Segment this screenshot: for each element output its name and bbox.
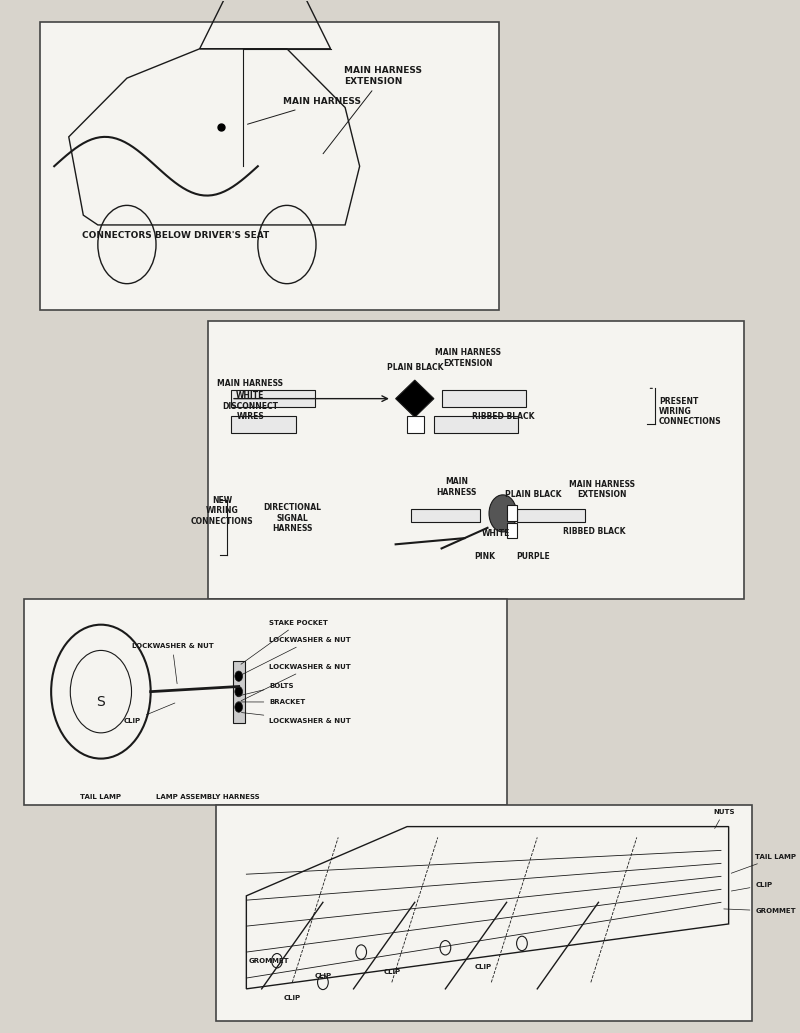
Text: PINK: PINK <box>474 552 495 561</box>
Circle shape <box>235 702 242 712</box>
Text: CLIP: CLIP <box>314 973 331 979</box>
Text: MAIN HARNESS: MAIN HARNESS <box>217 379 283 388</box>
Circle shape <box>235 671 242 682</box>
FancyBboxPatch shape <box>442 390 526 407</box>
Text: TAIL LAMP: TAIL LAMP <box>81 793 122 800</box>
Text: CONNECTORS BELOW DRIVER'S SEAT: CONNECTORS BELOW DRIVER'S SEAT <box>82 231 270 241</box>
Text: MAIN HARNESS
EXTENSION: MAIN HARNESS EXTENSION <box>323 66 422 154</box>
Text: DIRECTIONAL
SIGNAL
HARNESS: DIRECTIONAL SIGNAL HARNESS <box>263 503 322 533</box>
Text: MAIN HARNESS: MAIN HARNESS <box>247 97 361 124</box>
FancyBboxPatch shape <box>231 416 296 433</box>
Text: PURPLE: PURPLE <box>517 552 550 561</box>
Text: CLIP: CLIP <box>731 882 773 891</box>
Text: MAIN HARNESS
EXTENSION: MAIN HARNESS EXTENSION <box>435 348 502 368</box>
FancyBboxPatch shape <box>40 22 499 311</box>
Text: GROMMET: GROMMET <box>249 958 290 964</box>
FancyBboxPatch shape <box>506 505 517 521</box>
Text: CLIP: CLIP <box>475 965 492 970</box>
Text: LAMP ASSEMBLY HARNESS: LAMP ASSEMBLY HARNESS <box>156 793 260 800</box>
FancyBboxPatch shape <box>233 661 245 722</box>
Text: MAIN
HARNESS: MAIN HARNESS <box>437 477 477 497</box>
Circle shape <box>235 687 242 697</box>
Text: LOCKWASHER & NUT: LOCKWASHER & NUT <box>241 664 351 700</box>
FancyBboxPatch shape <box>216 805 752 1022</box>
Text: CLIP: CLIP <box>124 703 175 723</box>
Text: PRESENT
WIRING
CONNECTIONS: PRESENT WIRING CONNECTIONS <box>659 397 722 427</box>
FancyBboxPatch shape <box>231 390 315 407</box>
Text: BRACKET: BRACKET <box>238 699 306 705</box>
Text: MAIN HARNESS
EXTENSION: MAIN HARNESS EXTENSION <box>570 479 635 499</box>
Text: PLAIN BLACK: PLAIN BLACK <box>505 490 562 499</box>
Text: NUTS: NUTS <box>714 809 735 828</box>
Text: WHITE
DISCONNECT
WIRES: WHITE DISCONNECT WIRES <box>222 392 278 421</box>
Text: WHITE: WHITE <box>482 529 510 538</box>
Text: LOCKWASHER & NUT: LOCKWASHER & NUT <box>242 713 351 723</box>
Text: NEW
WIRING
CONNECTIONS: NEW WIRING CONNECTIONS <box>190 496 253 526</box>
Text: BOLTS: BOLTS <box>238 683 294 696</box>
Text: TAIL LAMP: TAIL LAMP <box>731 854 797 873</box>
FancyBboxPatch shape <box>411 509 480 522</box>
FancyBboxPatch shape <box>24 599 506 805</box>
Text: CLIP: CLIP <box>284 995 301 1001</box>
Text: RIBBED BLACK: RIBBED BLACK <box>472 412 534 421</box>
Circle shape <box>489 495 517 532</box>
Text: GROMMET: GROMMET <box>724 908 796 914</box>
FancyBboxPatch shape <box>506 523 517 538</box>
Text: RIBBED BLACK: RIBBED BLACK <box>563 527 626 536</box>
Text: LOCKWASHER & NUT: LOCKWASHER & NUT <box>241 637 351 675</box>
FancyBboxPatch shape <box>517 509 586 522</box>
FancyBboxPatch shape <box>208 321 744 599</box>
Text: PLAIN BLACK: PLAIN BLACK <box>386 363 443 372</box>
Polygon shape <box>396 380 434 417</box>
Text: STAKE POCKET: STAKE POCKET <box>241 620 328 664</box>
Text: LOCKWASHER & NUT: LOCKWASHER & NUT <box>131 644 214 684</box>
Text: S: S <box>97 695 106 709</box>
Text: CLIP: CLIP <box>383 969 400 975</box>
FancyBboxPatch shape <box>434 416 518 433</box>
FancyBboxPatch shape <box>407 416 424 433</box>
